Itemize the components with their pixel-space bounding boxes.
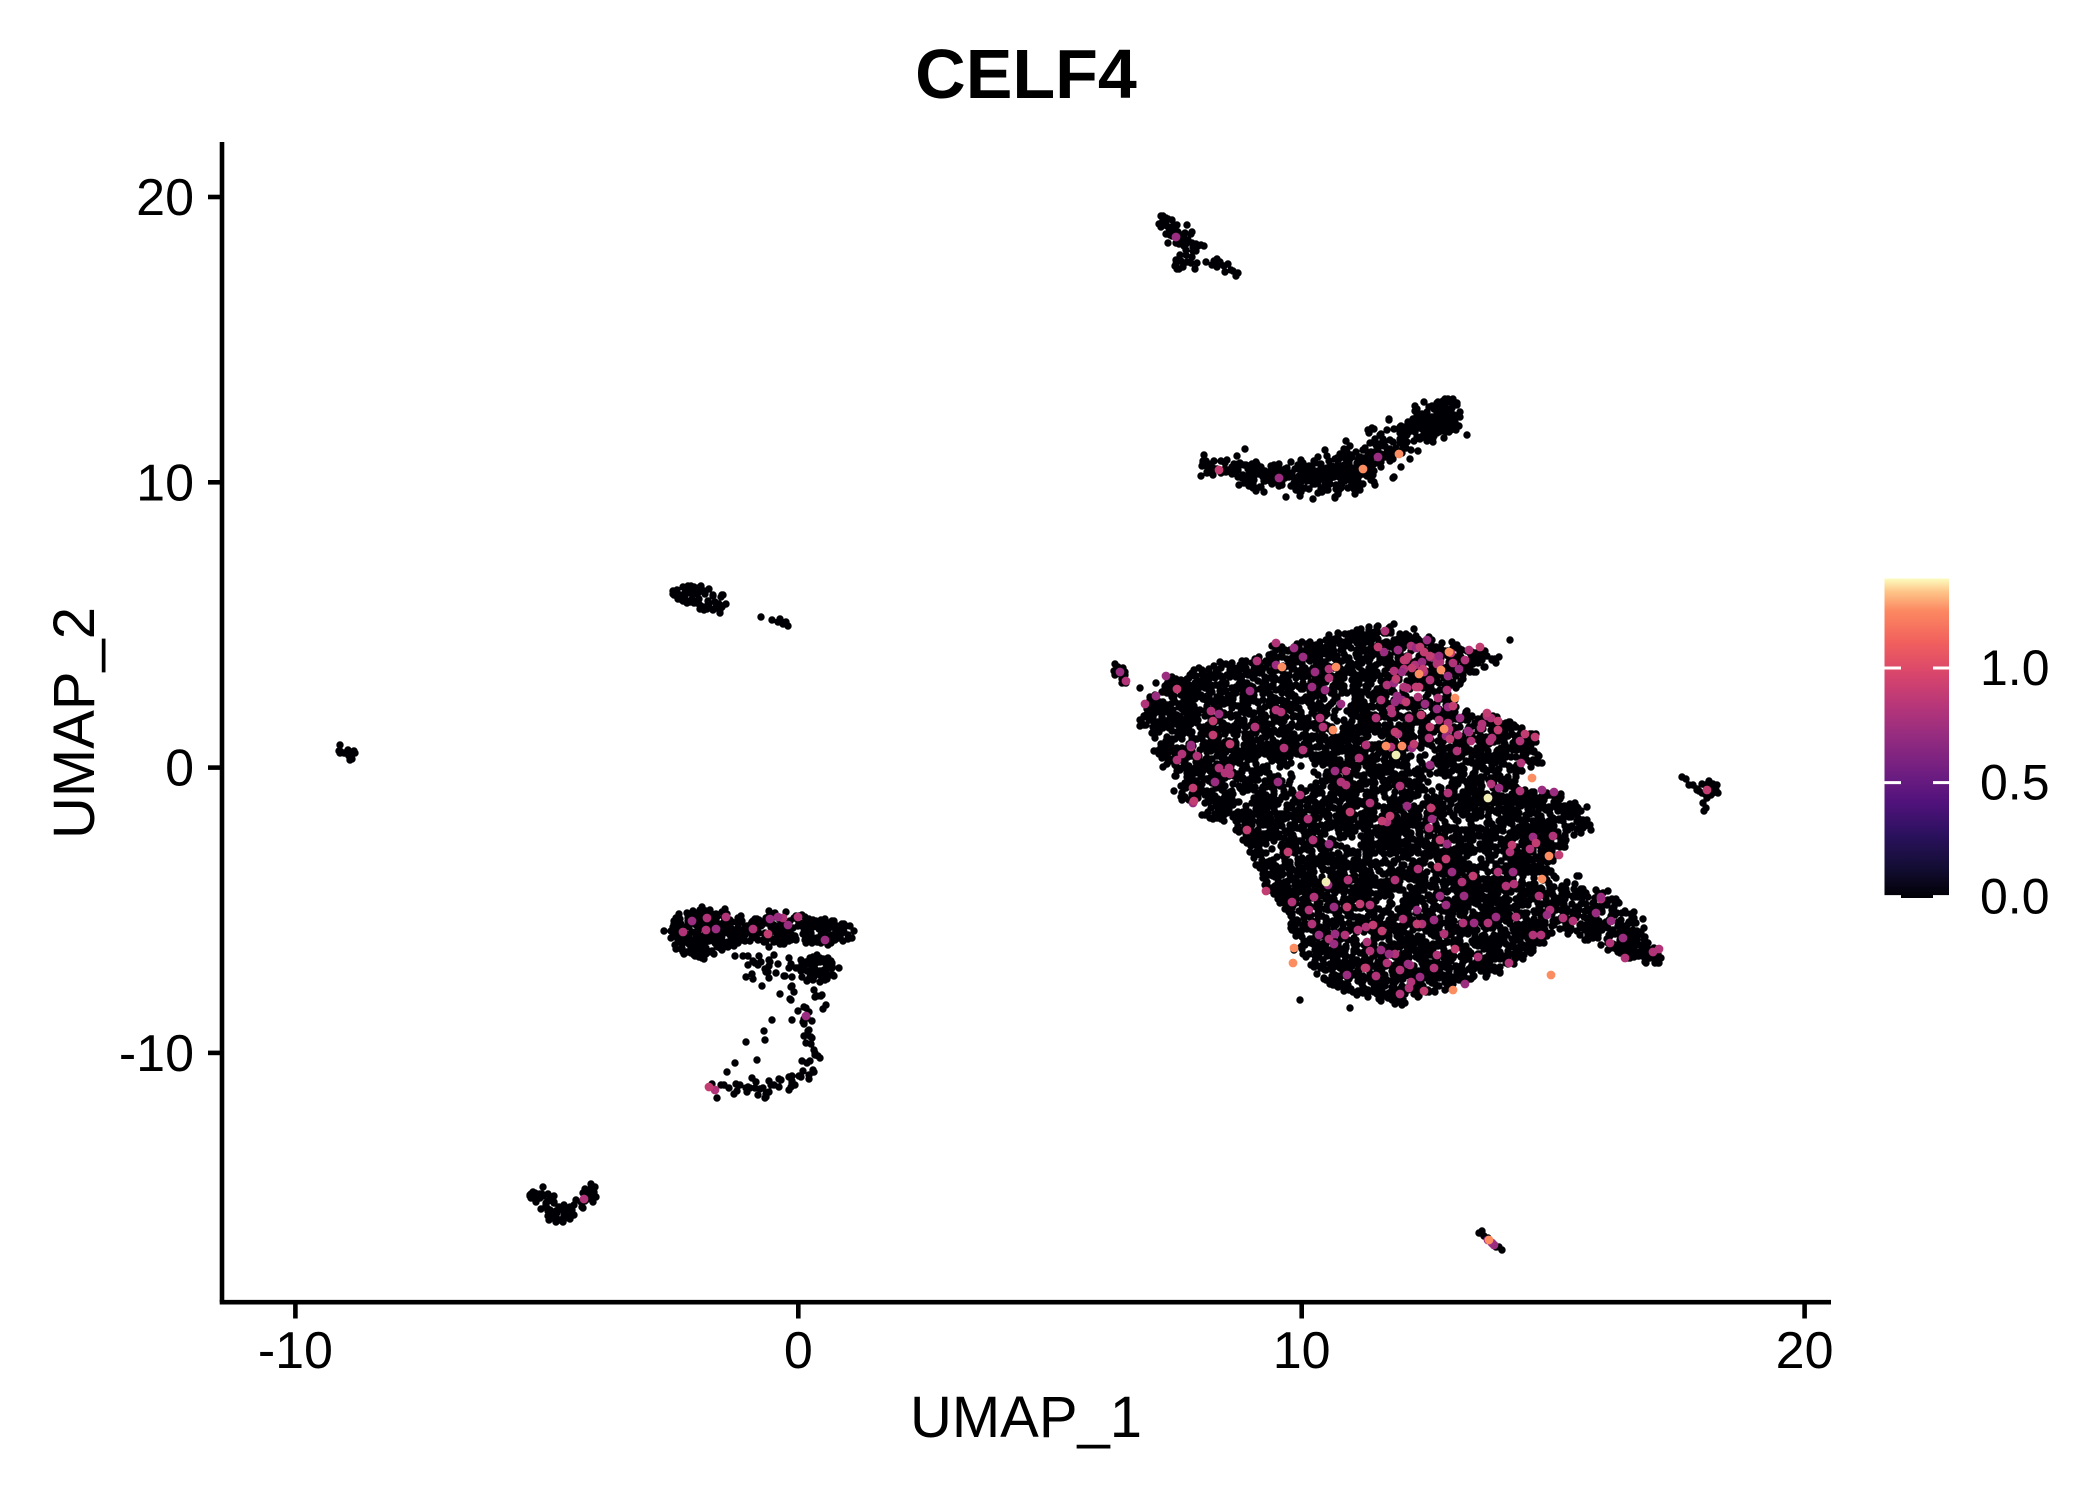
svg-text:1.0: 1.0 bbox=[1980, 640, 2050, 696]
svg-text:20: 20 bbox=[136, 169, 194, 227]
svg-text:UMAP_2: UMAP_2 bbox=[42, 607, 107, 839]
svg-text:0.0: 0.0 bbox=[1980, 869, 2050, 925]
svg-text:-10: -10 bbox=[119, 1025, 194, 1083]
svg-text:-10: -10 bbox=[258, 1322, 333, 1380]
svg-text:0.5: 0.5 bbox=[1980, 755, 2050, 811]
svg-text:CELF4: CELF4 bbox=[915, 35, 1137, 113]
svg-text:10: 10 bbox=[1273, 1322, 1331, 1380]
svg-text:20: 20 bbox=[1776, 1322, 1834, 1380]
svg-text:UMAP_1: UMAP_1 bbox=[910, 1385, 1142, 1450]
svg-text:10: 10 bbox=[136, 454, 194, 512]
svg-text:0: 0 bbox=[784, 1322, 813, 1380]
svg-text:0: 0 bbox=[165, 740, 194, 798]
